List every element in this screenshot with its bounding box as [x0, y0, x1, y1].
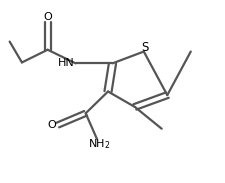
Text: NH$_2$: NH$_2$	[88, 137, 110, 151]
Text: O: O	[43, 12, 52, 22]
Text: HN: HN	[58, 58, 74, 68]
Text: O: O	[47, 120, 56, 130]
Text: S: S	[141, 41, 149, 54]
